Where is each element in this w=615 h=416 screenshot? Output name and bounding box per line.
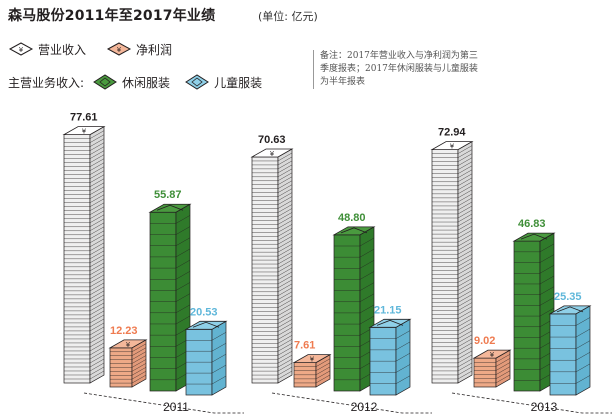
legend-row-2: 主营业务收入: 休闲服装 儿童服装 [8, 72, 262, 92]
baseline-2011 [83, 392, 244, 414]
bar-2012-1: ¥ [292, 354, 332, 388]
chart-title: 森马股份2011年至2017年业绩 [8, 8, 216, 24]
bar-2011-3 [184, 320, 228, 396]
yuan-symbol-icon: ¥ [450, 143, 455, 151]
casual-legend-icon [93, 74, 117, 90]
legend-profit-label: 净利润 [136, 42, 173, 57]
value-label-2013-0: 72.94 [438, 127, 466, 139]
value-label-2013-1: 9.02 [474, 335, 495, 347]
bar-2013-0: ¥ [430, 140, 474, 384]
revenue-legend-icon: ¥ [8, 42, 34, 56]
legend-revenue-label: 营业收入 [38, 42, 87, 57]
legend-casual-label: 休闲服装 [122, 75, 171, 90]
bar-2013-2 [512, 232, 556, 392]
value-label-2012-2: 48.80 [338, 212, 366, 224]
shirt-icon [340, 227, 368, 234]
baseline-2012 [271, 392, 432, 414]
svg-text:¥: ¥ [19, 46, 24, 54]
value-label-2012-3: 21.15 [374, 304, 402, 316]
bar-2013-3 [548, 305, 592, 396]
legend-row-1: ¥ 营业收入 ¥ 净利润 [8, 40, 172, 58]
shirt-icon [520, 233, 548, 240]
profit-legend-icon: ¥ [106, 42, 132, 56]
shirt-icon [156, 204, 184, 211]
bar-2013-1: ¥ [472, 349, 512, 388]
children-legend-icon [185, 74, 209, 90]
baseline-2013 [451, 392, 612, 414]
value-label-2011-3: 20.53 [190, 306, 218, 318]
value-label-2011-2: 55.87 [154, 189, 182, 201]
bar-2012-0: ¥ [250, 148, 294, 384]
svg-text:¥: ¥ [117, 46, 122, 54]
year-label-2011: 2011 [163, 400, 189, 414]
yuan-symbol-icon: ¥ [490, 351, 495, 359]
unit-label: (单位: 亿元) [258, 10, 318, 23]
yuan-symbol-icon: ¥ [270, 150, 275, 158]
year-group-2013: 2013 ¥72.94 ¥9.02 46.83 25.35 [430, 127, 612, 414]
value-label-2013-3: 25.35 [554, 291, 582, 303]
year-group-2011: 2011 ¥77.61 ¥12.23 55.87 20.53 [62, 112, 244, 414]
yuan-symbol-icon: ¥ [82, 128, 87, 136]
kids-clothing-icon [556, 306, 584, 313]
bar-2012-3 [368, 318, 412, 396]
value-label-2013-2: 46.83 [518, 218, 546, 230]
value-label-2012-1: 7.61 [294, 340, 315, 352]
kids-clothing-icon [376, 319, 404, 326]
yuan-symbol-icon: ¥ [310, 356, 315, 364]
value-label-2011-1: 12.23 [110, 325, 138, 337]
value-label-2012-0: 70.63 [258, 134, 286, 146]
value-label-2011-0: 77.61 [70, 112, 98, 124]
bar-2011-0: ¥ [62, 126, 106, 384]
kids-clothing-icon [192, 321, 220, 328]
bar-2012-2 [332, 226, 376, 392]
bar-2011-1: ¥ [108, 339, 148, 388]
yuan-symbol-icon: ¥ [126, 341, 131, 349]
year-label-2013: 2013 [531, 400, 558, 414]
legend-main-business-label: 主营业务收入: [8, 75, 85, 90]
year-group-2012: 2012 ¥70.63 ¥7.61 48.80 21.15 [250, 134, 432, 414]
bar-2011-2 [148, 203, 192, 392]
year-label-2012: 2012 [351, 400, 378, 414]
footnote: 备注：2017年营业收入与净利润为第三季度报表；2017年休闲服装与儿童服装为半… [313, 50, 480, 89]
legend-children-label: 儿童服装 [214, 75, 263, 90]
